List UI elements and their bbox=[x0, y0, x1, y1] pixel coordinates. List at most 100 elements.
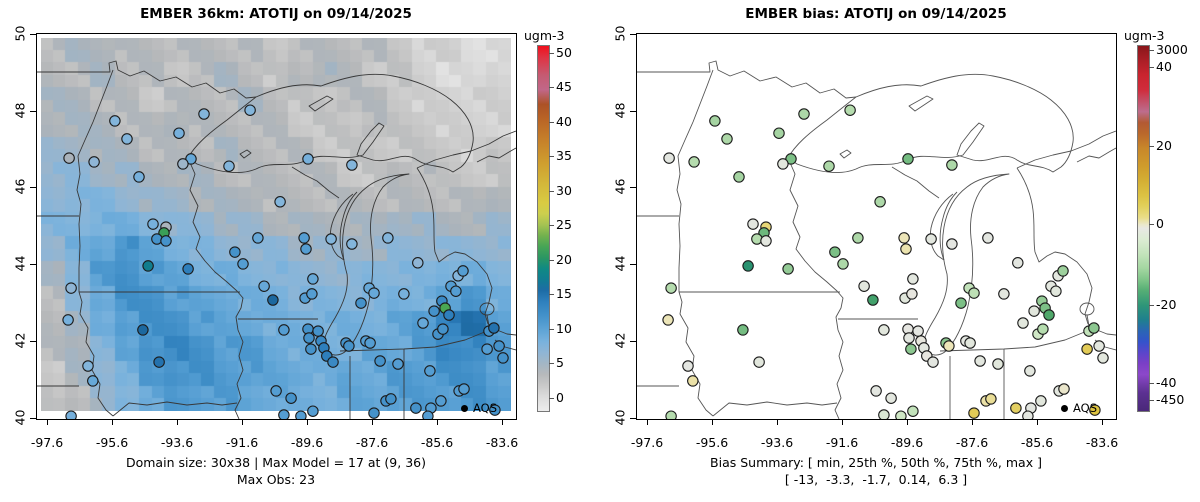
colorbar-tick bbox=[549, 294, 554, 296]
state-border-path bbox=[329, 193, 354, 261]
x-axis-tick bbox=[307, 419, 308, 425]
aqs-legend: AQS bbox=[1061, 401, 1097, 415]
station-dot bbox=[878, 409, 890, 419]
aqs-dot-icon bbox=[461, 404, 468, 412]
y-axis-tick bbox=[30, 187, 36, 189]
colorbar-tick bbox=[549, 122, 554, 123]
station-dot bbox=[392, 358, 404, 370]
x-axis-tick-label: -93.6 bbox=[760, 435, 794, 450]
x-axis-tick-label: -93.6 bbox=[160, 435, 194, 450]
station-dot bbox=[867, 294, 879, 306]
x-axis-tick bbox=[972, 419, 973, 425]
station-dot bbox=[229, 246, 241, 258]
colorbar-tick-label: 25 bbox=[556, 217, 572, 233]
x-axis-tick-label: -85.6 bbox=[1020, 435, 1054, 450]
station-dot bbox=[82, 360, 94, 372]
model-caption-domain: Domain size: 30x38 | Max Model = 17 at (… bbox=[125, 455, 426, 470]
station-dot bbox=[1017, 317, 1029, 329]
station-dot bbox=[87, 375, 99, 387]
station-dot bbox=[302, 153, 314, 165]
aqs-legend-label: AQS bbox=[473, 401, 498, 415]
model-basemap-svg bbox=[37, 60, 516, 419]
station-dot bbox=[1022, 410, 1034, 419]
colorbar-tick bbox=[1149, 66, 1154, 68]
station-dot bbox=[885, 392, 897, 404]
station-dot bbox=[858, 280, 870, 292]
y-axis-tick bbox=[630, 264, 636, 266]
station-dot bbox=[992, 358, 1004, 370]
state-border-path bbox=[678, 291, 714, 417]
x-axis-tick bbox=[372, 419, 373, 425]
station-dot bbox=[312, 325, 324, 337]
station-dot bbox=[1089, 404, 1101, 416]
colorbar-tick bbox=[549, 363, 554, 365]
colorbar-tick-label: 10 bbox=[556, 320, 572, 336]
station-dot bbox=[355, 297, 367, 309]
station-dot bbox=[244, 104, 256, 116]
station-dot bbox=[325, 233, 337, 245]
state-border-path bbox=[939, 191, 958, 261]
state-border-path bbox=[939, 330, 1088, 352]
station-dot bbox=[742, 260, 754, 272]
x-axis-tick-label: -95.6 bbox=[95, 435, 129, 450]
state-border-path bbox=[787, 157, 844, 419]
station-dot bbox=[747, 218, 759, 230]
station-dot bbox=[903, 332, 915, 344]
station-dot bbox=[760, 235, 772, 247]
station-dot bbox=[874, 196, 886, 208]
state-border-path bbox=[676, 69, 714, 292]
model-colorbar-units-label: ugm-3 bbox=[524, 28, 565, 43]
station-dot bbox=[985, 393, 997, 405]
bias-map-plot-area: AQS bbox=[636, 33, 1117, 420]
y-axis-tick bbox=[30, 34, 36, 35]
station-dot bbox=[62, 314, 74, 326]
station-dot bbox=[1057, 265, 1069, 277]
station-dot bbox=[907, 273, 919, 285]
station-dot bbox=[346, 159, 358, 171]
station-dot bbox=[327, 356, 339, 368]
station-dot bbox=[198, 108, 210, 120]
state-border-path bbox=[239, 149, 252, 159]
colorbar-tick-label: 40 bbox=[556, 114, 572, 129]
model-concentration-raster bbox=[41, 38, 511, 411]
station-dot bbox=[665, 282, 677, 294]
y-axis-tick-label: 40 bbox=[612, 409, 628, 425]
aqs-dot-icon bbox=[1061, 404, 1068, 412]
station-dot bbox=[925, 233, 937, 245]
state-border-path bbox=[1079, 302, 1095, 316]
station-dot bbox=[252, 232, 264, 244]
state-border-path bbox=[486, 314, 490, 327]
station-dot bbox=[785, 153, 797, 165]
station-dot bbox=[278, 324, 290, 336]
colorbar-tick-label: 20 bbox=[1156, 138, 1172, 154]
station-dot bbox=[374, 355, 386, 367]
colorbar-tick bbox=[549, 53, 554, 55]
station-dot bbox=[368, 407, 380, 419]
colorbar-tick bbox=[549, 191, 554, 192]
x-axis-tick-label: -97.6 bbox=[30, 435, 64, 450]
state-border-path bbox=[339, 330, 488, 352]
colorbar-tick-label: 50 bbox=[556, 45, 572, 61]
state-border-path bbox=[929, 193, 954, 261]
station-dot bbox=[147, 218, 159, 230]
station-dot bbox=[878, 324, 890, 336]
state-border-path bbox=[308, 95, 334, 112]
station-dot bbox=[285, 392, 297, 404]
state-border-path bbox=[416, 167, 493, 325]
station-dot bbox=[687, 375, 699, 387]
station-dot bbox=[307, 273, 319, 285]
station-dot bbox=[458, 383, 470, 395]
x-axis-tick bbox=[1102, 419, 1103, 425]
station-dot bbox=[777, 158, 789, 170]
x-axis-tick-label: -85.6 bbox=[420, 435, 454, 450]
colorbar-tick-label: 0 bbox=[556, 389, 564, 405]
x-axis-tick-label: -91.6 bbox=[825, 435, 859, 450]
station-dot bbox=[173, 127, 185, 139]
state-border-path bbox=[787, 73, 1074, 173]
state-border-path bbox=[637, 60, 857, 99]
station-dot bbox=[906, 288, 918, 300]
station-dot bbox=[753, 356, 765, 368]
y-axis-tick-label: 50 bbox=[612, 25, 628, 42]
station-dot bbox=[364, 337, 376, 349]
colorbar-tick bbox=[549, 259, 554, 261]
